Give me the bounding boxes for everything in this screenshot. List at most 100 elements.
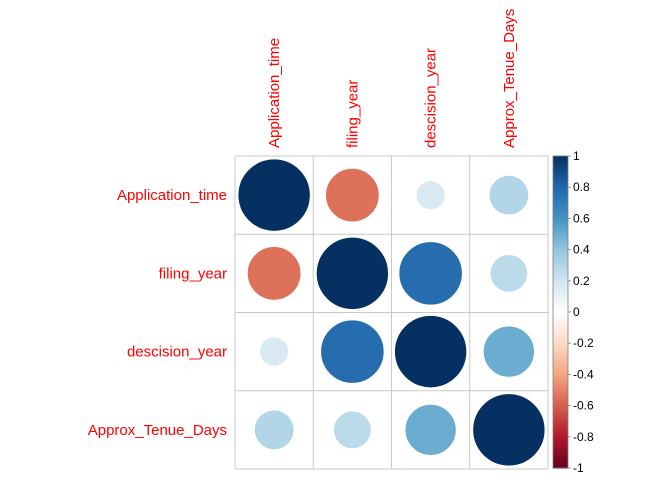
colorbar-segment	[553, 227, 568, 232]
colorbar-segment	[553, 358, 568, 363]
colorbar-segment	[553, 230, 568, 235]
colorbar-segment	[553, 374, 568, 379]
colorbar-segment	[553, 427, 568, 432]
colorbar-segment	[553, 365, 568, 369]
colorbar-segment	[553, 349, 568, 354]
row-label: Approx_Tenue_Days	[88, 422, 227, 439]
colorbar-segment	[553, 212, 568, 216]
colorbar-segment	[553, 184, 568, 188]
colorbar-segment	[553, 165, 568, 170]
colorbar-segment	[553, 305, 568, 310]
colorbar-segment	[553, 336, 568, 341]
colorbar-segment	[553, 221, 568, 226]
corr-circle-Application_time-Application_time	[237, 158, 311, 232]
colorbar-segment	[553, 271, 568, 276]
colorbar-segment	[553, 196, 568, 201]
colorbar-segment	[553, 436, 568, 441]
colorbar-tick-label: -0.8	[573, 430, 594, 444]
colorbar-tick-label: 0	[573, 305, 580, 319]
colorbar-segment	[553, 287, 568, 291]
colorbar-segment	[553, 361, 568, 366]
colorbar-segment	[553, 411, 568, 416]
row-label: descision_year	[127, 344, 227, 361]
colorbar-segment	[553, 390, 568, 394]
column-label: Application_time	[266, 38, 283, 148]
colorbar-segment	[553, 452, 568, 457]
colorbar-segment	[553, 299, 568, 304]
colorbar-segment	[553, 293, 568, 297]
colorbar-segment	[553, 234, 568, 238]
colorbar-segment	[553, 327, 568, 332]
corr-circle-Application_time-descision_year	[415, 180, 446, 210]
colorbar-segment	[553, 240, 568, 244]
corr-circle-filing_year-descision_year	[398, 241, 463, 306]
corr-circle-Approx_Tenue_Days-Approx_Tenue_Days	[472, 393, 546, 467]
colorbar-segment	[553, 162, 568, 166]
colorbar-segment	[553, 312, 568, 316]
row-label: filing_year	[159, 265, 227, 282]
colorbar-segment	[553, 246, 568, 251]
colorbar-segment	[553, 243, 568, 248]
colorbar-segment	[553, 433, 568, 438]
colorbar-segment	[553, 421, 568, 425]
colorbar-segment	[553, 171, 568, 176]
colorbar-segment	[553, 439, 568, 444]
colorbar-segment	[553, 408, 568, 413]
colorbar-segment	[553, 177, 568, 182]
colorbar-segment	[553, 268, 568, 273]
colorbar-segment	[553, 464, 568, 469]
colorbar-tick-label: -0.6	[573, 399, 594, 413]
colorbar-segment	[553, 249, 568, 254]
colorbar-segment	[553, 315, 568, 319]
colorbar-segment	[553, 396, 568, 400]
colorbar-tick-label: -1	[573, 461, 584, 475]
colorbar-segment	[553, 190, 568, 195]
colorbar-tick-label: 0.2	[573, 274, 590, 288]
corr-circle-descision_year-Application_time	[259, 336, 289, 367]
colorbar-tick-label: 0.8	[573, 180, 590, 194]
colorbar-segment	[553, 330, 568, 335]
colorbar-segment	[553, 280, 568, 285]
corr-circle-filing_year-Approx_Tenue_Days	[489, 254, 528, 293]
corr-circle-filing_year-Application_time	[247, 246, 302, 301]
corr-circle-Application_time-filing_year	[325, 168, 380, 223]
colorbar-segment	[553, 302, 568, 307]
colorbar-segment	[553, 224, 568, 229]
colorbar-segment	[553, 274, 568, 279]
colorbar-segment	[553, 458, 568, 463]
colorbar-tick-label: -0.4	[573, 367, 594, 381]
colorbar-segment	[553, 405, 568, 410]
colorbar-segment	[553, 443, 568, 447]
colorbar-segment	[553, 318, 568, 322]
colorbar-segment	[553, 333, 568, 338]
row-label: Application_time	[117, 187, 227, 204]
colorbar-segment	[553, 215, 568, 219]
colorbar-segment	[553, 159, 568, 163]
colorbar-segment	[553, 156, 568, 160]
colorbar-segment	[553, 296, 568, 301]
colorbar-segment	[553, 283, 568, 288]
colorbar-segment	[553, 446, 568, 450]
corr-circle-Application_time-Approx_Tenue_Days	[488, 175, 529, 216]
colorbar-segment	[553, 174, 568, 179]
colorbar-segment	[553, 380, 568, 385]
colorbar-segment	[553, 321, 568, 326]
colorbar-segment	[553, 371, 568, 375]
colorbar-segment	[553, 430, 568, 435]
colorbar-segment	[553, 355, 568, 360]
colorbar-segment	[553, 386, 568, 391]
colorbar-segment	[553, 308, 568, 313]
colorbar-segment	[553, 418, 568, 422]
colorbar-segment	[553, 368, 568, 372]
corr-circle-Approx_Tenue_Days-Application_time	[254, 409, 295, 450]
colorbar-tick-label: 0.6	[573, 211, 590, 225]
colorbar-segment	[553, 187, 568, 191]
colorbar-segment	[553, 399, 568, 404]
colorbar-segment	[553, 255, 568, 260]
corr-circle-descision_year-descision_year	[394, 315, 467, 388]
column-label: descision_year	[423, 48, 440, 148]
colorbar-segment	[553, 290, 568, 294]
colorbar-segment	[553, 237, 568, 241]
colorbar-segment	[553, 277, 568, 282]
